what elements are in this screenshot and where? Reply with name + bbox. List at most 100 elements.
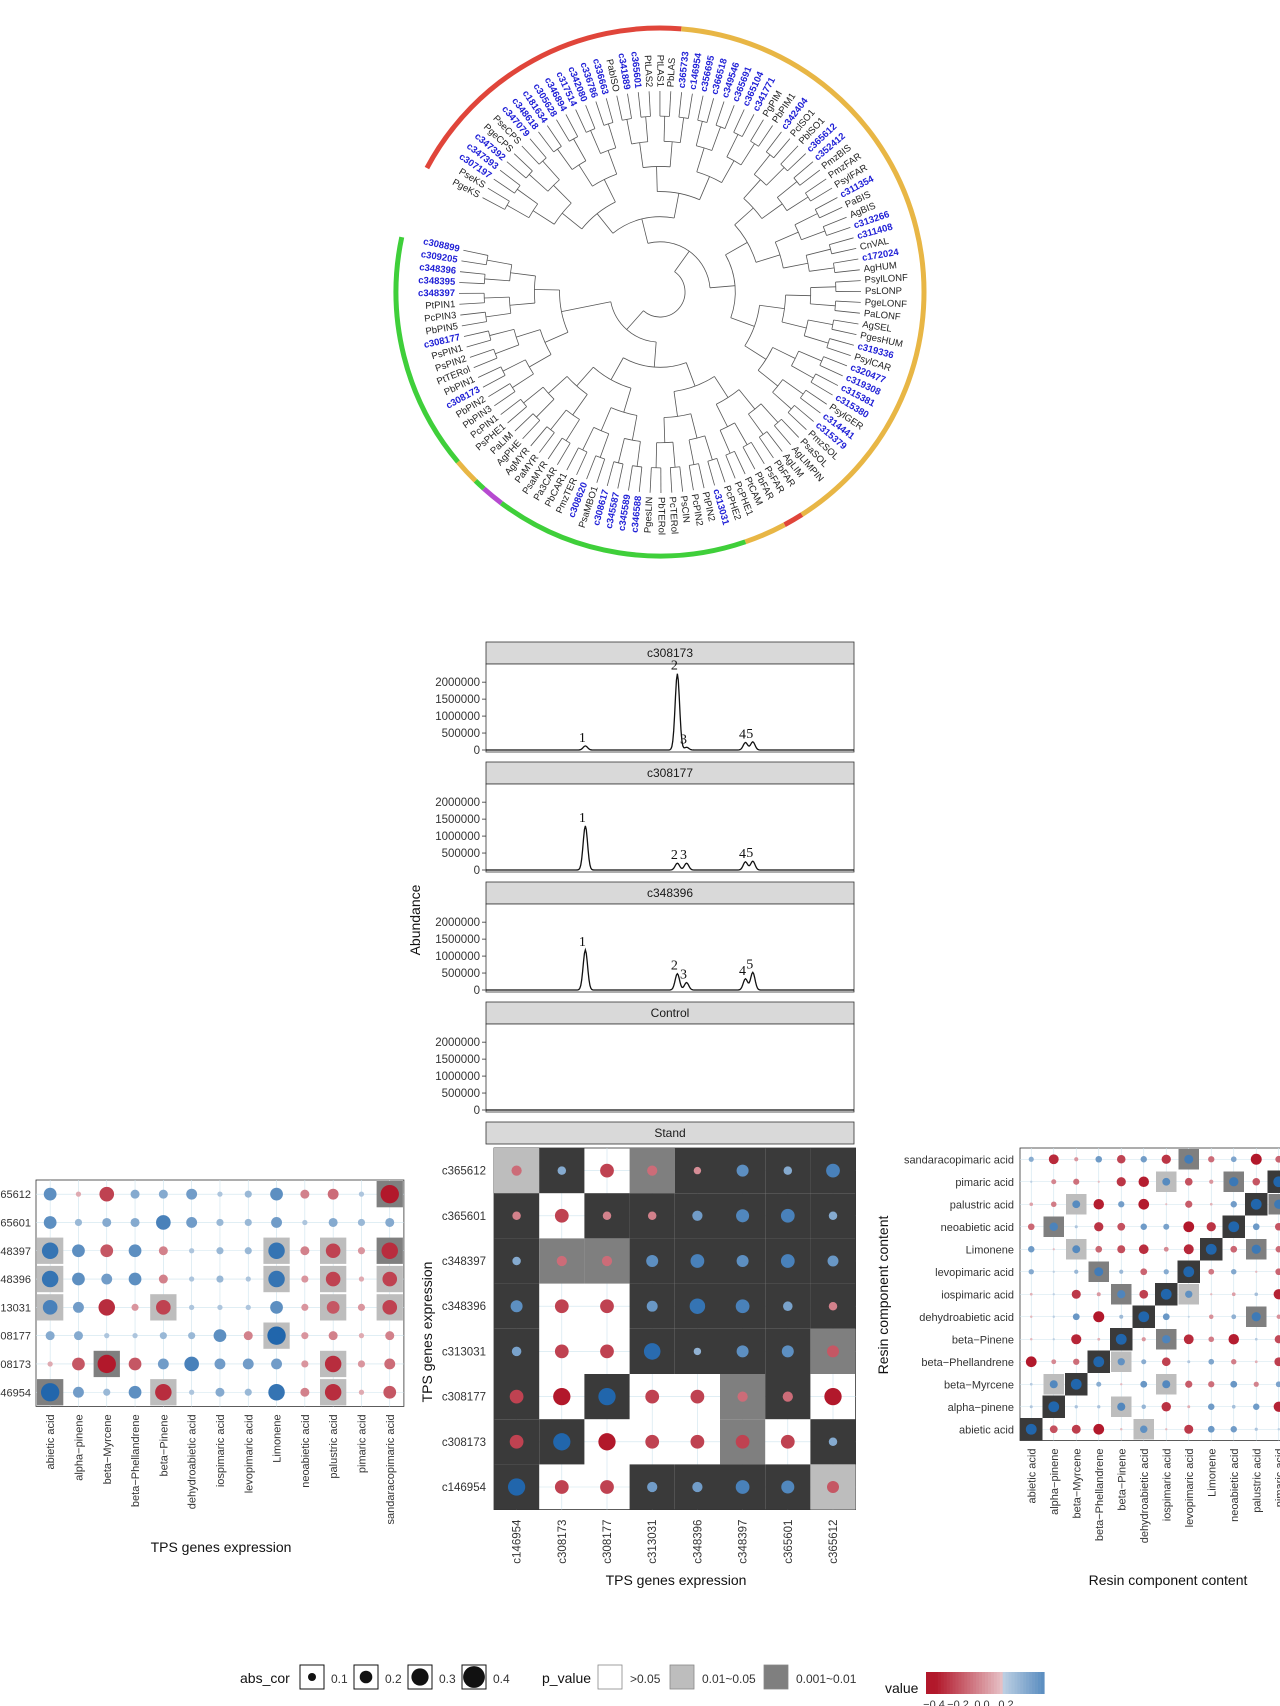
correlation-dot	[1206, 1222, 1216, 1232]
correlation-dot	[782, 1391, 793, 1402]
col-label: beta−Phellandrene	[130, 1414, 142, 1507]
correlation-dot	[1230, 1156, 1237, 1163]
tree-branch-arc	[640, 115, 651, 118]
tree-branch	[715, 101, 725, 126]
correlation-dot	[600, 1344, 614, 1359]
tree-branch	[546, 125, 562, 147]
legend-colorbar-step	[1038, 1672, 1042, 1694]
correlation-dot	[692, 1481, 703, 1493]
row-label: abietic acid	[959, 1424, 1014, 1436]
tree-branch	[510, 272, 536, 277]
tree-branch-arc	[532, 413, 541, 421]
left-matrix-x-axis-label: TPS genes expression	[151, 1539, 292, 1555]
tree-branch	[486, 259, 512, 266]
correlation-dot	[100, 1244, 114, 1258]
correlation-dot	[1184, 1154, 1194, 1164]
correlation-dot	[243, 1331, 253, 1341]
legend-colorbar-step	[1005, 1672, 1010, 1694]
tree-branch-arc	[612, 216, 675, 234]
tree-branch-arc	[500, 366, 506, 376]
legend-colorbar-tick: 0.2	[998, 1699, 1013, 1706]
correlation-dot	[301, 1275, 309, 1283]
correlation-dot	[1028, 1156, 1034, 1162]
tree-branch	[596, 213, 614, 234]
correlation-dot	[1161, 1402, 1171, 1412]
row-label: 46954	[0, 1387, 31, 1399]
tree-branch	[773, 138, 791, 159]
y-tick-label: 500000	[442, 968, 480, 980]
y-tick-label: 1500000	[435, 814, 480, 826]
correlation-dot	[1275, 1381, 1280, 1388]
tree-branch	[626, 119, 632, 145]
legend: abs_cor p_value value 0.1 0.2 0.3 0.4 >0.05 0…	[240, 1664, 1045, 1706]
col-label: c365612	[828, 1520, 840, 1564]
tree-branch	[829, 237, 854, 245]
tree-branch-arc	[787, 405, 795, 413]
correlation-dot	[216, 1218, 224, 1227]
correlation-dot	[1052, 1270, 1055, 1273]
peak-label: 3	[680, 732, 687, 747]
correlation-dot	[1252, 1177, 1261, 1186]
panel-title: Control	[651, 1006, 690, 1020]
correlation-dot	[157, 1358, 169, 1370]
tree-branch	[608, 123, 617, 149]
tree-branch-arc	[750, 140, 759, 147]
correlation-dot	[1254, 1427, 1258, 1431]
tree-branch-arc	[566, 376, 588, 395]
legend-colorbar-step	[943, 1672, 948, 1694]
correlation-dot	[214, 1358, 226, 1370]
y-tick-label: 1500000	[435, 1054, 480, 1066]
tree-branch-arc	[833, 263, 836, 273]
correlation-dot	[1162, 1313, 1170, 1321]
correlation-dot	[1209, 1179, 1214, 1184]
row-label: 13031	[0, 1302, 31, 1314]
correlation-dot	[693, 1166, 702, 1175]
correlation-dot	[130, 1217, 140, 1227]
legend-p-value-key	[597, 1664, 623, 1690]
row-label: neoabietic acid	[941, 1222, 1014, 1234]
panel-title: Stand	[654, 1126, 685, 1140]
correlation-dot	[781, 1480, 795, 1494]
correlation-dot	[1274, 1357, 1280, 1367]
tree-branch	[561, 212, 583, 230]
tree-branch	[603, 179, 616, 203]
tree-branch	[829, 338, 854, 346]
legend-colorbar-step	[970, 1672, 974, 1694]
panel-plot-area	[485, 663, 855, 753]
col-label: beta−Myrcene	[1071, 1449, 1083, 1519]
tree-branch	[561, 301, 611, 312]
correlation-dot	[1093, 1311, 1105, 1323]
correlation-dot	[1028, 1269, 1034, 1275]
correlation-dot	[1025, 1356, 1037, 1368]
tree-branch	[761, 203, 783, 219]
legend-colorbar-tick: 0.0	[974, 1699, 989, 1706]
correlation-dot	[215, 1387, 225, 1397]
correlation-dot	[647, 1211, 657, 1221]
tree-branch	[572, 394, 588, 416]
correlation-dot	[358, 1389, 365, 1395]
correlation-dot	[1231, 1314, 1237, 1320]
col-label: palustric acid	[1251, 1449, 1263, 1513]
tree-branch	[461, 321, 487, 327]
correlation-dot	[300, 1246, 310, 1256]
tree-branch	[582, 427, 595, 451]
correlation-dot	[1208, 1268, 1215, 1275]
correlation-dot	[1273, 1401, 1280, 1412]
tree-branch	[641, 218, 649, 244]
correlation-dot	[736, 1209, 750, 1223]
tree-branch	[494, 391, 516, 407]
correlation-dot	[1187, 1360, 1191, 1364]
correlation-dot	[646, 1300, 658, 1312]
legend-p-value-label: >0.05	[630, 1672, 661, 1686]
tree-branch	[522, 420, 541, 439]
correlation-dot	[646, 1255, 659, 1267]
tree-branch	[831, 247, 857, 255]
correlation-dot	[1048, 1401, 1060, 1413]
correlation-dot	[301, 1303, 309, 1311]
tree-branch	[748, 413, 764, 435]
tree-branch	[529, 354, 552, 368]
legend-colorbar-step	[926, 1672, 930, 1694]
correlation-dot	[72, 1357, 85, 1371]
tree-branch-arc	[725, 254, 736, 318]
correlation-dot	[384, 1358, 396, 1370]
